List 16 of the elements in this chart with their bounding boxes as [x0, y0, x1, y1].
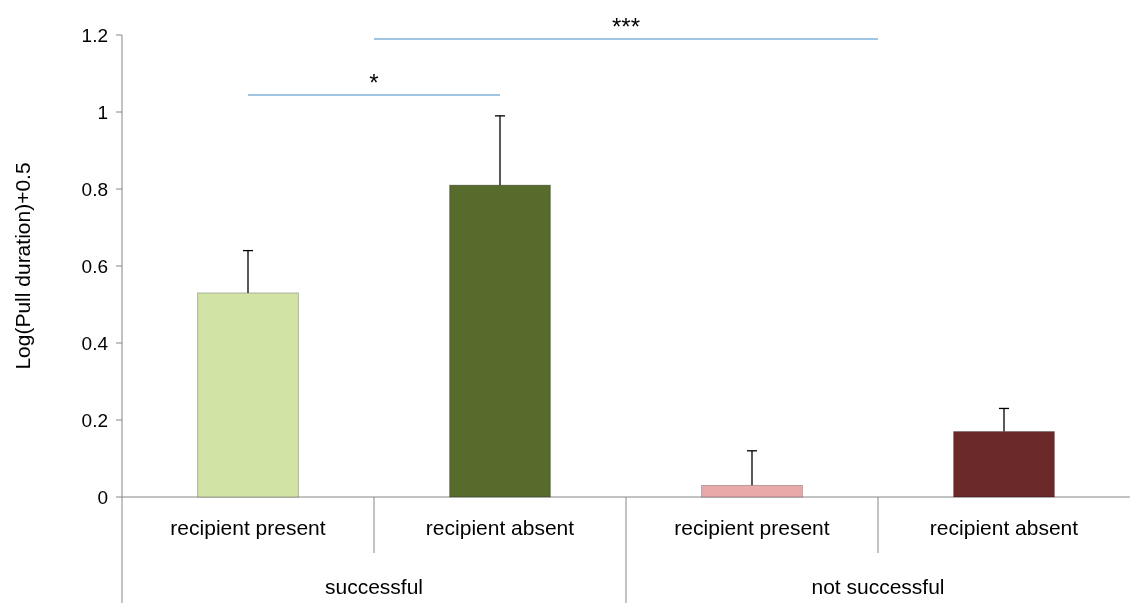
- y-axis-title: Log(Pull duration)+0.5: [11, 162, 34, 370]
- y-tick-label: 0: [97, 486, 108, 508]
- text: not successful: [811, 575, 945, 598]
- x-tick-label: recipient present: [674, 516, 830, 539]
- annotation: ***: [611, 13, 641, 40]
- y-tick-label: 1: [97, 101, 108, 123]
- y-tick-label: 0.8: [81, 178, 108, 200]
- text: successful: [324, 575, 424, 598]
- y-tick-label: 0.4: [81, 332, 109, 354]
- x-tick-label: recipient present: [170, 516, 326, 539]
- x-tick-label: recipient absent: [929, 516, 1079, 539]
- y-tick-label: 0.6: [81, 255, 108, 277]
- annotation: *: [369, 69, 379, 96]
- y-tick-label: 1.2: [81, 24, 108, 46]
- x-tick-label: recipient absent: [425, 516, 575, 539]
- y-tick-label: 0.2: [81, 409, 108, 431]
